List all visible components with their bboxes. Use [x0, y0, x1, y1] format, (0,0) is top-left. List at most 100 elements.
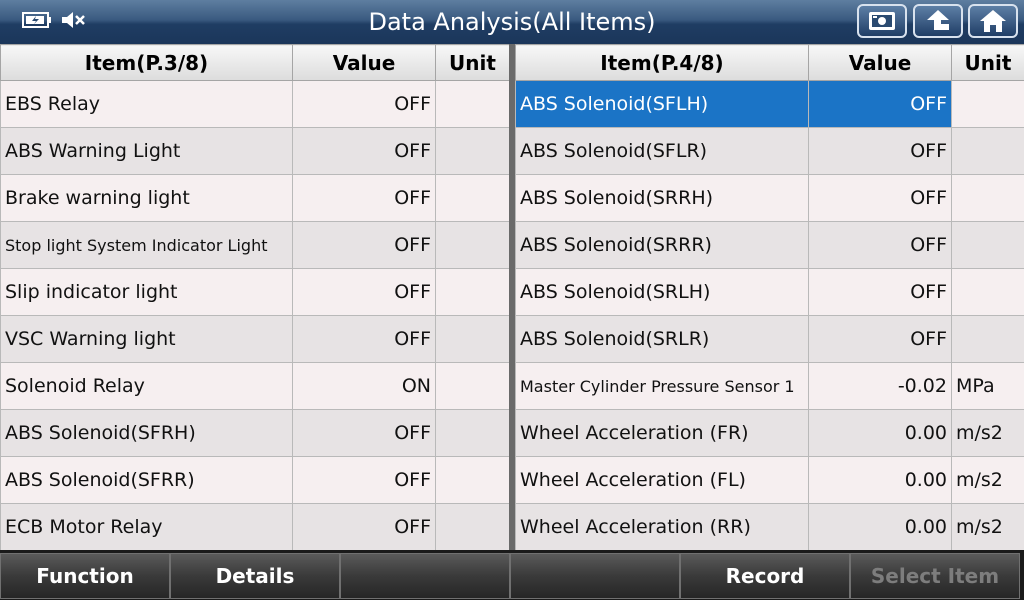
value-cell: OFF	[808, 268, 952, 316]
column-header-unit[interactable]: Unit	[951, 44, 1024, 81]
right-data-table: Item(P.4/8) Value Unit ABS Solenoid(SFLH…	[515, 44, 1024, 551]
details-button[interactable]: Details	[170, 553, 340, 599]
unit-cell	[951, 174, 1024, 222]
value-cell: OFF	[292, 80, 436, 128]
unit-cell	[435, 362, 510, 410]
value-cell: OFF	[292, 409, 436, 457]
value-cell: 0.00	[808, 503, 952, 551]
table-row[interactable]: ABS Solenoid(SFRR) OFF	[0, 456, 510, 504]
table-row[interactable]: ABS Solenoid(SFRH) OFF	[0, 409, 510, 457]
item-cell: VSC Warning light	[0, 315, 293, 363]
unit-cell	[435, 174, 510, 222]
column-header-item[interactable]: Item(P.3/8)	[0, 44, 293, 81]
unit-cell	[435, 268, 510, 316]
unit-cell: MPa	[951, 362, 1024, 410]
table-row-selected[interactable]: ABS Solenoid(SFLH) OFF	[515, 80, 1024, 128]
value-cell: OFF	[808, 127, 952, 175]
unit-cell	[435, 409, 510, 457]
item-cell: ABS Solenoid(SRRR)	[515, 221, 809, 269]
table-row[interactable]: VSC Warning light OFF	[0, 315, 510, 363]
empty-button-2[interactable]	[510, 553, 680, 599]
table-row[interactable]: Wheel Acceleration (RR) 0.00 m/s2	[515, 503, 1024, 551]
table-row[interactable]: EBS Relay OFF	[0, 80, 510, 128]
unit-cell	[951, 80, 1024, 128]
table-row[interactable]: ABS Solenoid(SRRR) OFF	[515, 221, 1024, 269]
value-cell: OFF	[292, 456, 436, 504]
item-cell: ABS Solenoid(SRLR)	[515, 315, 809, 363]
unit-cell	[951, 127, 1024, 175]
unit-cell: m/s2	[951, 503, 1024, 551]
column-header-value[interactable]: Value	[292, 44, 436, 81]
empty-button-1[interactable]	[340, 553, 510, 599]
item-cell: Master Cylinder Pressure Sensor 1	[515, 362, 809, 410]
home-button[interactable]	[968, 4, 1018, 38]
back-button[interactable]	[913, 4, 963, 38]
unit-cell	[951, 221, 1024, 269]
unit-cell	[435, 503, 510, 551]
item-cell: ABS Solenoid(SFLR)	[515, 127, 809, 175]
table-header: Item(P.3/8) Value Unit	[0, 44, 510, 81]
table-row[interactable]: ECB Motor Relay OFF	[0, 503, 510, 551]
unit-cell	[435, 80, 510, 128]
value-cell: ON	[292, 362, 436, 410]
value-cell: OFF	[808, 315, 952, 363]
up-arrow-icon	[927, 10, 949, 30]
item-cell: Wheel Acceleration (RR)	[515, 503, 809, 551]
function-button[interactable]: Function	[0, 553, 170, 599]
panel-divider	[509, 44, 515, 550]
select-item-button[interactable]: Select Item	[850, 553, 1020, 599]
item-cell: ABS Warning Light	[0, 127, 293, 175]
screenshot-button[interactable]	[857, 4, 907, 38]
title-bar: Data Analysis(All Items)	[0, 0, 1024, 44]
value-cell: OFF	[292, 174, 436, 222]
value-cell: 0.00	[808, 409, 952, 457]
table-row[interactable]: ABS Solenoid(SFLR) OFF	[515, 127, 1024, 175]
table-row[interactable]: Master Cylinder Pressure Sensor 1 -0.02 MP…	[515, 362, 1024, 410]
table-row[interactable]: Stop light System Indicator Light OFF	[0, 221, 510, 269]
column-header-value[interactable]: Value	[808, 44, 952, 81]
table-row[interactable]: ABS Solenoid(SRLH) OFF	[515, 268, 1024, 316]
table-row[interactable]: ABS Solenoid(SRLR) OFF	[515, 315, 1024, 363]
table-row[interactable]: ABS Warning Light OFF	[0, 127, 510, 175]
value-cell: OFF	[292, 503, 436, 551]
table-row[interactable]: Solenoid Relay ON	[0, 362, 510, 410]
unit-cell	[951, 268, 1024, 316]
value-cell: OFF	[808, 221, 952, 269]
table-row[interactable]: ABS Solenoid(SRRH) OFF	[515, 174, 1024, 222]
bottom-toolbar: Function Details Record Select Item	[0, 550, 1024, 600]
status-icons	[22, 9, 86, 31]
value-cell: OFF	[808, 80, 952, 128]
unit-cell: m/s2	[951, 409, 1024, 457]
item-cell: Wheel Acceleration (FL)	[515, 456, 809, 504]
screenshot-icon	[869, 12, 895, 30]
column-header-unit[interactable]: Unit	[435, 44, 510, 81]
item-cell: ABS Solenoid(SFRR)	[0, 456, 293, 504]
table-row[interactable]: Brake warning light OFF	[0, 174, 510, 222]
unit-cell: m/s2	[951, 456, 1024, 504]
item-cell: Wheel Acceleration (FR)	[515, 409, 809, 457]
item-cell: ABS Solenoid(SRRH)	[515, 174, 809, 222]
home-icon	[980, 10, 1006, 32]
item-cell: ABS Solenoid(SFRH)	[0, 409, 293, 457]
unit-cell	[435, 456, 510, 504]
value-cell: OFF	[808, 174, 952, 222]
table-row[interactable]: Slip indicator light OFF	[0, 268, 510, 316]
value-cell: OFF	[292, 127, 436, 175]
item-cell: Slip indicator light	[0, 268, 293, 316]
column-header-item[interactable]: Item(P.4/8)	[515, 44, 809, 81]
item-cell: ABS Solenoid(SRLH)	[515, 268, 809, 316]
value-cell: 0.00	[808, 456, 952, 504]
value-cell: -0.02	[808, 362, 952, 410]
table-row[interactable]: Wheel Acceleration (FR) 0.00 m/s2	[515, 409, 1024, 457]
value-cell: OFF	[292, 221, 436, 269]
battery-icon	[22, 12, 51, 28]
table-row[interactable]: Wheel Acceleration (FL) 0.00 m/s2	[515, 456, 1024, 504]
left-data-table: Item(P.3/8) Value Unit EBS Relay OFF ABS …	[0, 44, 510, 551]
item-cell: ECB Motor Relay	[0, 503, 293, 551]
mute-icon	[62, 12, 85, 28]
item-cell: Solenoid Relay	[0, 362, 293, 410]
item-cell: EBS Relay	[0, 80, 293, 128]
record-button[interactable]: Record	[680, 553, 850, 599]
unit-cell	[435, 127, 510, 175]
item-cell: Brake warning light	[0, 174, 293, 222]
